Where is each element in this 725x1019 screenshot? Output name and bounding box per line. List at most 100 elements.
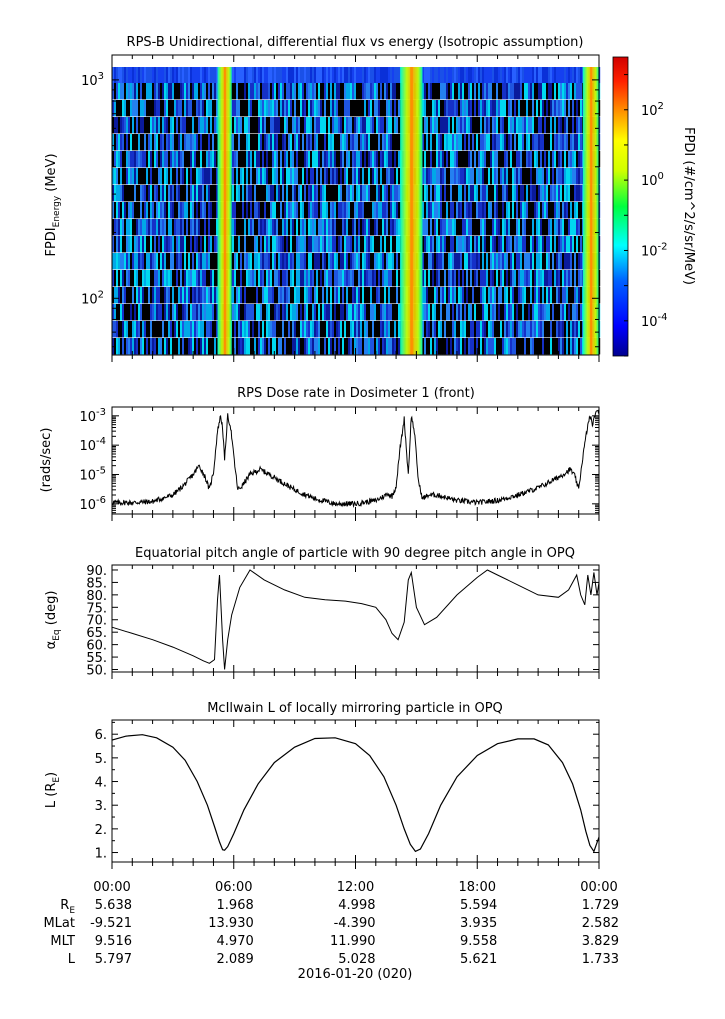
spectrogram-cell [260,117,263,134]
spectrogram-cell [260,236,263,253]
spectrogram-cell [492,117,495,134]
spectrogram-cell [294,219,297,236]
spectrogram-cell [152,134,155,151]
spectrogram-cell [492,168,495,185]
spectrogram-cell [382,219,385,236]
spectrogram-cell [524,185,527,202]
spectrogram-cell [148,219,151,236]
spectrogram-cell [384,134,387,151]
spectrogram-cell-top [152,67,155,83]
spectrogram-cell-top [258,67,261,83]
spectrogram-cell [128,151,131,168]
spectrogram-cell [212,168,215,185]
spectrogram-cell [140,185,143,202]
spectrogram-cell [208,202,211,219]
spectrogram-cell [488,287,491,304]
spectrogram-cell [198,83,201,100]
spectrogram-cell [538,185,541,202]
spectrogram-cell [232,321,235,338]
spectrogram-cell [356,321,359,338]
spectrogram-cell [396,304,399,321]
spectrogram-cell [448,100,451,117]
spectrogram-cell [378,117,381,134]
spectrogram-cell [148,236,151,253]
spectrogram-cell [424,168,427,185]
spectrogram-cell [334,117,337,134]
spectrogram-cell [462,117,465,134]
spectrogram-cell [448,83,451,100]
spectrogram-cell [372,270,375,287]
spectrogram-cell [558,338,561,355]
spectrogram-cell [156,304,159,321]
spectrogram-cell [372,338,375,355]
spectrogram-cell [122,287,125,304]
spectrogram-cell [364,100,367,117]
spectrogram-cell [162,83,165,100]
spectrogram-cell [322,117,325,134]
spectrogram-cell [534,100,537,117]
spectrogram-cell [544,253,547,270]
spectrogram-cell [450,134,453,151]
spectrogram-cell [574,83,577,100]
spectrogram-cell [160,338,163,355]
spectrogram-cell-top [436,67,439,83]
spectrogram-cell [320,117,323,134]
spectrogram-cell [266,202,269,219]
spectrogram-cell [340,270,343,287]
spectrogram-cell [202,185,205,202]
spectrogram-cell [152,236,155,253]
spectrogram-cell [398,287,401,304]
spectrogram-cell [352,253,355,270]
spectrogram-cell [184,100,187,117]
spectrogram-cell [546,236,549,253]
spectrogram-cell [374,185,377,202]
spectrogram-cell [304,134,307,151]
spectrogram-cell [558,117,561,134]
spectrogram-cell [576,236,579,253]
spectrogram-cell [310,304,313,321]
spectrogram-cell [346,338,349,355]
spectrogram-cell [470,219,473,236]
spectrogram-cell [382,202,385,219]
spectrogram-cell [142,253,145,270]
spectrogram-cell [190,168,193,185]
spectrogram-cell [330,236,333,253]
spectrogram-cell [160,202,163,219]
spectrogram-cell [570,134,573,151]
spectrogram-cell [124,321,127,338]
spectrogram-cell [124,202,127,219]
spectrogram-cell [434,83,437,100]
spectrogram-cell [114,270,117,287]
spectrogram-cell [192,287,195,304]
spectrogram-cell [556,270,559,287]
spectrogram-cell [232,83,235,100]
spectrogram-cell [122,83,125,100]
spectrogram-cell [202,270,205,287]
spectrogram-cell [516,321,519,338]
spectrogram-cell [198,100,201,117]
spectrogram-cell [572,117,575,134]
spectrogram-cell [476,270,479,287]
spectrogram-cell [326,134,329,151]
spectrogram-cell [174,253,177,270]
spectrogram-cell-top [146,67,149,83]
spectrogram-cell [246,202,249,219]
spectrogram-cell [286,236,289,253]
spectrogram-cell [192,202,195,219]
spectrogram-cell [286,304,289,321]
spectrogram-cell [546,219,549,236]
spectrogram-cell [538,304,541,321]
spectrogram-cell [532,151,535,168]
spectrogram-cell [132,168,135,185]
spectrogram-cell [140,168,143,185]
spectrogram-cell [462,83,465,100]
spectrogram-cell [182,236,185,253]
spectrogram-cell [334,202,337,219]
spectrogram-cell [248,202,251,219]
spectrogram-cell [570,338,573,355]
spectrogram-cell [422,168,425,185]
spectrogram-cell [434,253,437,270]
spectrogram-cell [564,219,567,236]
spectrogram-cell [508,287,511,304]
spectrogram-cell [550,236,553,253]
